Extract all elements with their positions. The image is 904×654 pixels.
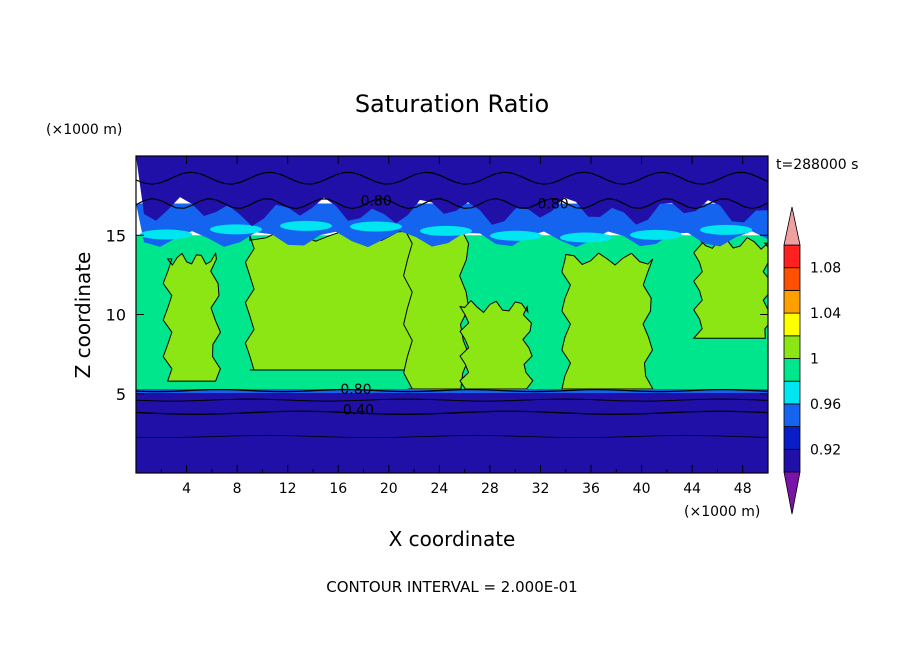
cyan-patch [420, 225, 472, 236]
colorbar-segment [783, 448, 801, 473]
contour-interval-note: CONTOUR INTERVAL = 2.000E-01 [326, 578, 577, 596]
cyan-patch [210, 224, 262, 235]
colorbar-segment [783, 358, 801, 382]
saturated-region [692, 236, 768, 339]
x-tick-label: 12 [279, 481, 297, 497]
colorbar-bottom-arrow [783, 471, 801, 515]
y-axis-ticks: 5 10 15 [106, 226, 768, 404]
cyan-patch [630, 229, 682, 240]
saturated-region [244, 228, 420, 371]
x-tick-label: 40 [633, 481, 651, 497]
x-tick-label: 36 [582, 481, 600, 497]
colorbar-segment [783, 312, 801, 337]
saturated-region [561, 252, 654, 390]
x-tick-label: 44 [683, 481, 701, 497]
chart-title: Saturation Ratio [355, 90, 549, 118]
colorbar-top-arrow [783, 206, 801, 246]
contour-line [136, 435, 768, 438]
boundary-strip [136, 388, 768, 393]
saturated-region [403, 220, 471, 390]
cyan-patch [350, 221, 402, 232]
x-unit-label: (×1000 m) [684, 504, 760, 520]
x-tick-label: 16 [329, 481, 347, 497]
colorbar-label: 0.92 [810, 442, 841, 458]
region-lower-layer [136, 390, 768, 473]
y-tick-label: 15 [106, 226, 126, 245]
colorbar-label: 1 [810, 352, 819, 368]
region-upper-transition [136, 203, 768, 248]
contour-labels: 0.80 0.80 0.80 0.40 [340, 193, 568, 418]
contour-line [136, 398, 768, 402]
contour-line [136, 410, 768, 415]
y-axis-title: Z coordinate [71, 252, 95, 379]
cyan-patch [280, 220, 332, 231]
saturated-region [162, 251, 222, 382]
colorbar-segment [783, 267, 801, 291]
cyan-patch [560, 232, 612, 243]
x-tick-label: 20 [380, 481, 398, 497]
y-tick-label: 10 [106, 306, 126, 325]
x-axis-title: X coordinate [389, 527, 516, 551]
colorbar: 0.92 0.96 1 1.04 1.08 [783, 206, 841, 515]
x-tick-label: 24 [430, 481, 448, 497]
contour-label: 0.80 [340, 382, 371, 398]
cyan-patch [140, 229, 192, 240]
colorbar-segment [783, 403, 801, 427]
contour-label: 0.80 [538, 197, 569, 213]
colorbar-segment [783, 426, 801, 450]
contour-lines [136, 171, 768, 438]
contour-label: 0.80 [361, 193, 392, 209]
colorbar-label: 1.04 [810, 306, 841, 322]
time-label: t=288000 s [776, 157, 858, 173]
colorbar-label: 0.96 [810, 397, 841, 413]
colorbar-segment [783, 335, 801, 359]
y-unit-label: (×1000 m) [46, 122, 122, 138]
x-tick-label: 32 [532, 481, 550, 497]
cyan-patch [490, 230, 542, 241]
colorbar-label: 1.08 [810, 261, 841, 277]
y-tick-label: 5 [116, 385, 126, 404]
x-tick-label: 4 [182, 481, 191, 497]
x-tick-label: 48 [734, 481, 752, 497]
x-tick-label: 28 [481, 481, 499, 497]
x-tick-label: 8 [233, 481, 242, 497]
colorbar-segment [783, 289, 801, 314]
colorbar-segment [783, 380, 801, 405]
contour-line [136, 388, 768, 393]
cyan-patch [700, 224, 752, 235]
contour-line [136, 171, 768, 185]
heatmap-field [136, 156, 768, 473]
contour-label: 0.40 [343, 403, 374, 419]
x-axis-ticks: 4 8 12 16 20 24 28 32 36 40 44 48 [160, 156, 752, 497]
contour-line [136, 197, 768, 210]
colorbar-segment [783, 244, 801, 269]
saturated-region [459, 299, 534, 390]
